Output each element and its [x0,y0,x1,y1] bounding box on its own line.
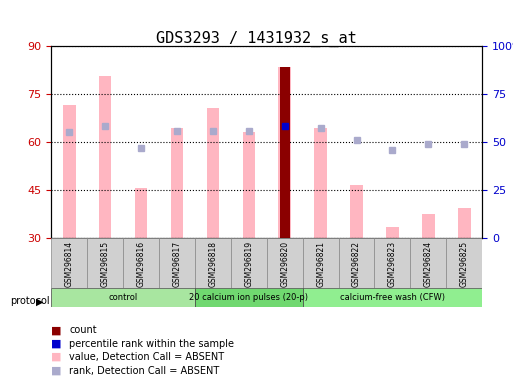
Text: GSM296823: GSM296823 [388,240,397,287]
Text: GSM296822: GSM296822 [352,240,361,286]
Text: ■: ■ [51,366,62,376]
Text: GSM296825: GSM296825 [460,240,469,287]
Text: ▶: ▶ [36,296,44,306]
Bar [207,109,219,238]
FancyBboxPatch shape [195,238,231,288]
Text: ■: ■ [51,339,62,349]
Text: GSM296814: GSM296814 [65,240,74,287]
FancyBboxPatch shape [410,238,446,288]
Text: GSM296816: GSM296816 [136,240,146,287]
FancyBboxPatch shape [339,238,374,288]
Text: control: control [108,293,138,302]
FancyBboxPatch shape [374,238,410,288]
Text: ■: ■ [51,352,62,362]
Text: value, Detection Call = ABSENT: value, Detection Call = ABSENT [69,352,224,362]
FancyBboxPatch shape [267,238,303,288]
Text: percentile rank within the sample: percentile rank within the sample [69,339,234,349]
Bar [135,189,147,238]
Text: ■: ■ [51,325,62,335]
FancyBboxPatch shape [123,238,159,288]
Bar [99,76,111,238]
FancyBboxPatch shape [231,238,267,288]
Text: 20 calcium ion pulses (20-p): 20 calcium ion pulses (20-p) [189,293,308,302]
Bar [422,214,435,238]
Bar [314,127,327,238]
Bar [63,105,75,238]
FancyBboxPatch shape [159,238,195,288]
Text: GSM296815: GSM296815 [101,240,110,287]
Bar [458,208,470,238]
Bar [279,67,291,238]
Bar [243,132,255,238]
Text: GSM296820: GSM296820 [280,240,289,287]
FancyBboxPatch shape [303,238,339,288]
Text: calcium-free wash (CFW): calcium-free wash (CFW) [340,293,445,302]
Bar [171,127,183,238]
FancyBboxPatch shape [195,288,303,307]
Text: count: count [69,325,97,335]
Text: GSM296821: GSM296821 [316,240,325,286]
Bar [386,227,399,238]
Text: rank, Detection Call = ABSENT: rank, Detection Call = ABSENT [69,366,220,376]
FancyBboxPatch shape [303,288,482,307]
Bar [350,185,363,238]
Text: protocol: protocol [10,296,50,306]
FancyBboxPatch shape [87,238,123,288]
Text: GSM296819: GSM296819 [244,240,253,287]
FancyBboxPatch shape [446,238,482,288]
FancyBboxPatch shape [51,238,87,288]
Text: GSM296817: GSM296817 [172,240,182,287]
Text: GDS3293 / 1431932_s_at: GDS3293 / 1431932_s_at [156,31,357,47]
FancyBboxPatch shape [51,288,195,307]
Text: GSM296818: GSM296818 [208,240,218,286]
Bar [280,67,290,238]
Text: GSM296824: GSM296824 [424,240,433,287]
